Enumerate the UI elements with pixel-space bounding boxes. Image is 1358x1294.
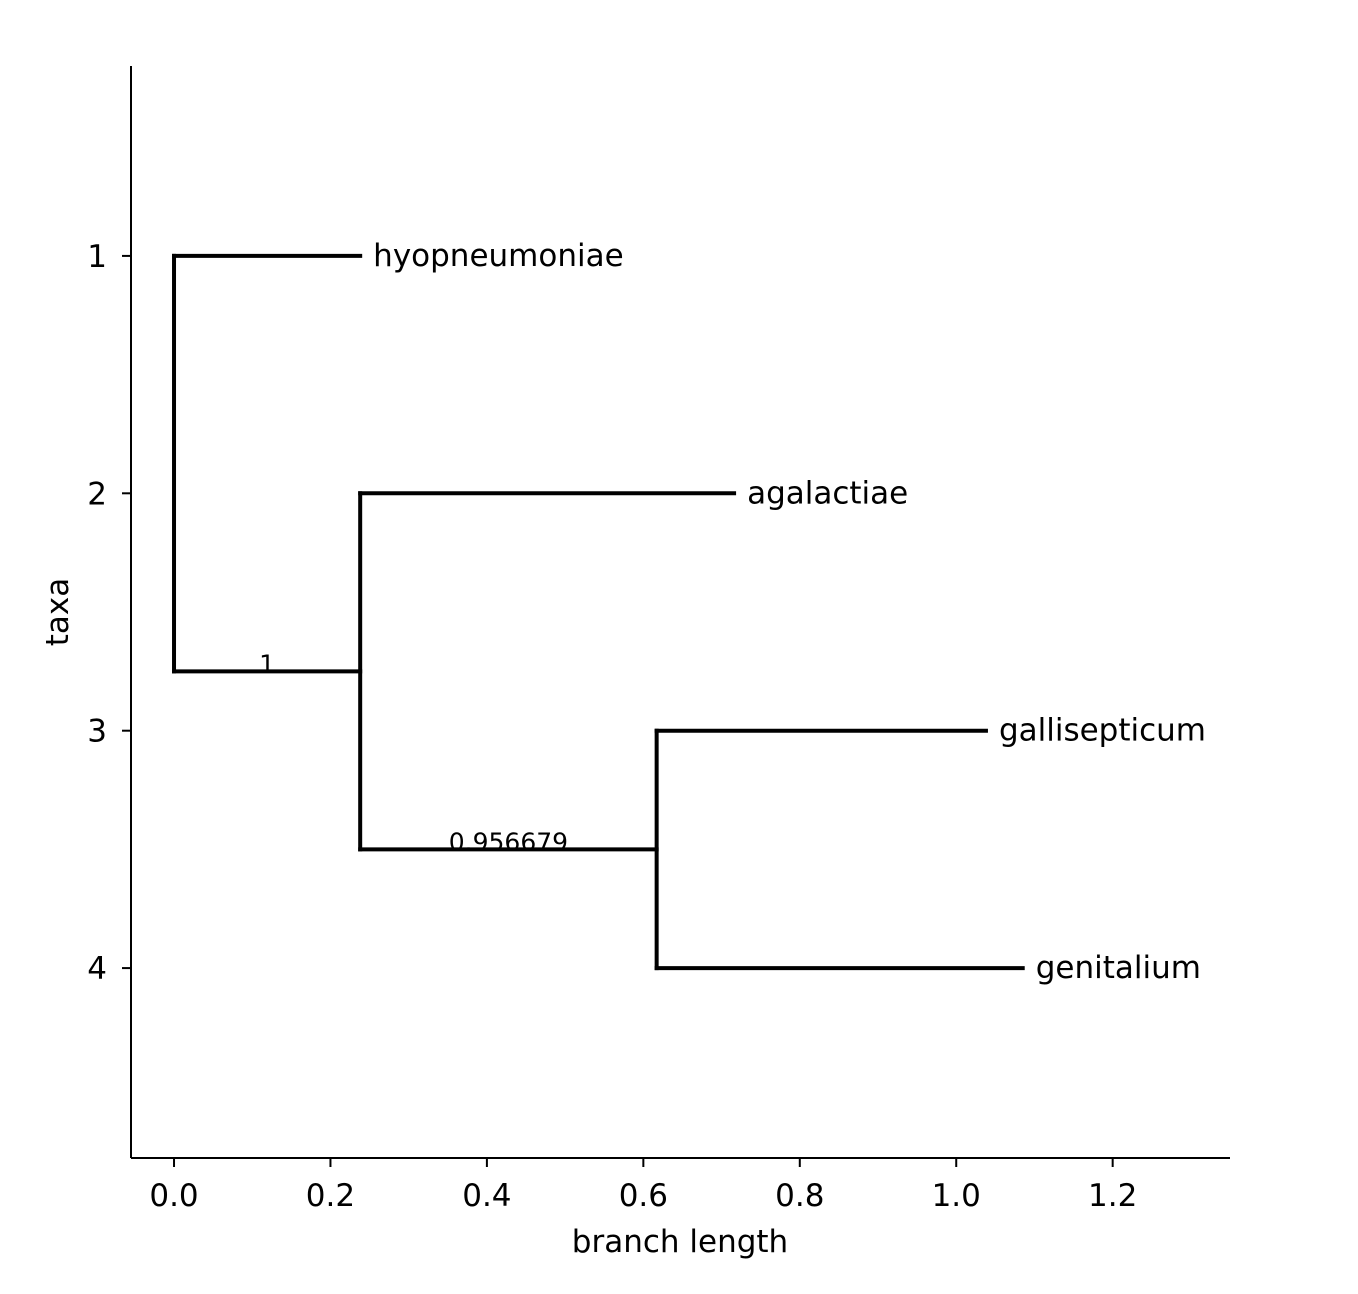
x-tick-label: 0.0: [149, 1178, 198, 1214]
y-tick-label: 1: [87, 239, 107, 275]
x-tick-label: 1.2: [1088, 1178, 1137, 1214]
leaf-label: genitalium: [1036, 950, 1201, 986]
x-tick-label: 0.6: [619, 1178, 668, 1214]
axes-layer: 0.0 0.2 0.4 0.6 0.8 1.0 1.2 1 2 3 4: [87, 66, 1230, 1214]
y-tick-label: 4: [87, 951, 107, 987]
x-tick-label: 0.2: [306, 1178, 355, 1214]
leaf-label: hyopneumoniae: [373, 238, 624, 274]
branches-layer: [172, 253, 1025, 971]
support-value-label: 0.956679: [449, 827, 568, 856]
y-axis-title: taxa: [40, 578, 76, 647]
leaf-label: gallisepticum: [999, 713, 1206, 749]
x-tick-label: 1.0: [932, 1178, 981, 1214]
x-tick-label: 0.4: [462, 1178, 511, 1214]
support-value-label: 1: [259, 649, 275, 678]
x-tick-label: 0.8: [775, 1178, 824, 1214]
y-tick-label: 2: [87, 476, 107, 512]
x-axis-title: branch length: [572, 1224, 788, 1260]
leaf-label: agalactiae: [747, 475, 908, 511]
labels-layer: hyopneumoniae agalactiae gallisepticum geni…: [259, 238, 1206, 986]
y-tick-label: 3: [87, 714, 107, 750]
